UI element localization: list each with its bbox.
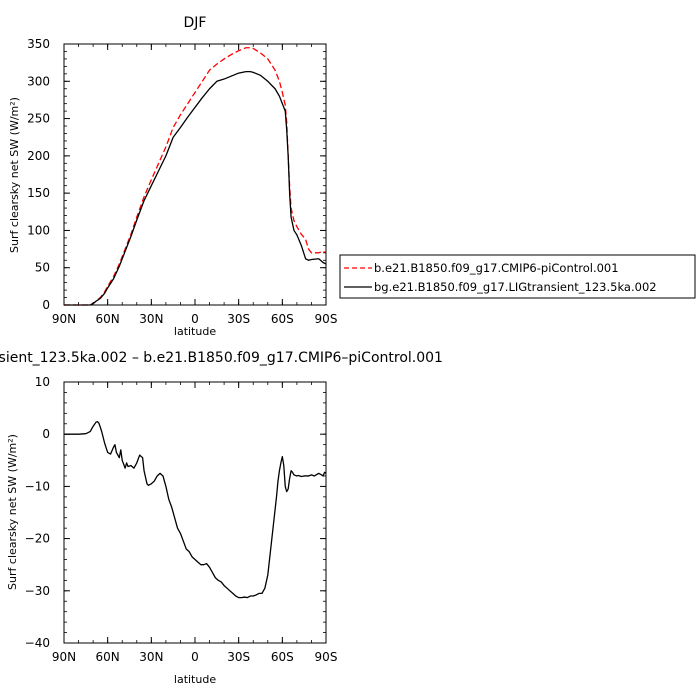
panel1-xlabel: latitude xyxy=(174,325,216,338)
panel1-xtick-label: 90N xyxy=(52,312,76,326)
panel2-xtick-label: 90S xyxy=(315,650,338,664)
panel1-title: DJF xyxy=(184,15,207,31)
legend-box xyxy=(339,254,696,299)
panel2-ylabel: Surf clearsky net SW (W/m²) xyxy=(6,434,19,590)
panel2-ytick-label: 0 xyxy=(42,427,50,441)
panel2-xtick-label: 0 xyxy=(191,650,199,664)
panel2-xtick-label: 30S xyxy=(227,650,250,664)
panel1-ytick-label: 0 xyxy=(42,298,50,312)
panel1-series-line-0 xyxy=(64,47,327,306)
panel1-frame xyxy=(63,43,327,306)
panel2-ytick-label: −30 xyxy=(25,584,50,598)
panel1-ytick-label: 250 xyxy=(27,112,50,126)
panel2-title: LIGtransient_123.5ka.002 – b.e21.B1850.f… xyxy=(0,350,443,366)
legend-label-LIGtransient: bg.e21.B1850.f09_g17.LIGtransient_123.5k… xyxy=(374,280,657,294)
panel1-series-line-1 xyxy=(64,70,327,306)
panel2-xlabel: latitude xyxy=(174,673,216,686)
panel1-xtick-label: 60N xyxy=(96,312,120,326)
panel1-ytick-label: 150 xyxy=(27,186,50,200)
legend: b.e21.B1850.f09_g17.CMIP6-piControl.001 … xyxy=(339,254,696,299)
panel2-xtick-label: 90N xyxy=(52,650,76,664)
panel1-xtick-label: 90S xyxy=(315,312,338,326)
panel1-plot-area: 90N 60N 30N 0 30S 60S 90S 0 50 100 150 200 250 300 350 xyxy=(27,37,337,326)
panel2-xtick-label: 30N xyxy=(139,650,163,664)
panel2-ytick-label: −20 xyxy=(25,532,50,546)
panel2-xtick-label: 60N xyxy=(96,650,120,664)
panel2-ytick-label: −10 xyxy=(25,479,50,493)
panel1-ytick-label: 300 xyxy=(27,74,50,88)
panel2-series-line-0 xyxy=(64,421,327,599)
panel1-ytick-label: 100 xyxy=(27,223,50,237)
panel2-plot-area: 90N 60N 30N 0 30S 60S 90S 10 0 −10 −20 −30 −40 xyxy=(25,375,338,664)
legend-label-piControl: b.e21.B1850.f09_g17.CMIP6-piControl.001 xyxy=(374,261,619,275)
panel2-frame xyxy=(63,381,327,644)
panel1-ylabel: Surf clearsky net SW (W/m²) xyxy=(8,97,21,253)
panel1-ytick-label: 200 xyxy=(27,149,50,163)
panel1-ytick-label: 50 xyxy=(35,261,50,275)
panel2-ytick-label: −40 xyxy=(25,636,50,650)
panel2-xtick-label: 60S xyxy=(271,650,294,664)
panel1-xtick-label: 30N xyxy=(139,312,163,326)
panel1-xtick-label: 60S xyxy=(271,312,294,326)
panel2-ytick-label: 10 xyxy=(35,375,50,389)
panel1-ytick-label: 350 xyxy=(27,37,50,51)
panel1-xtick-label: 0 xyxy=(191,312,199,326)
panel1-xtick-label: 30S xyxy=(227,312,250,326)
